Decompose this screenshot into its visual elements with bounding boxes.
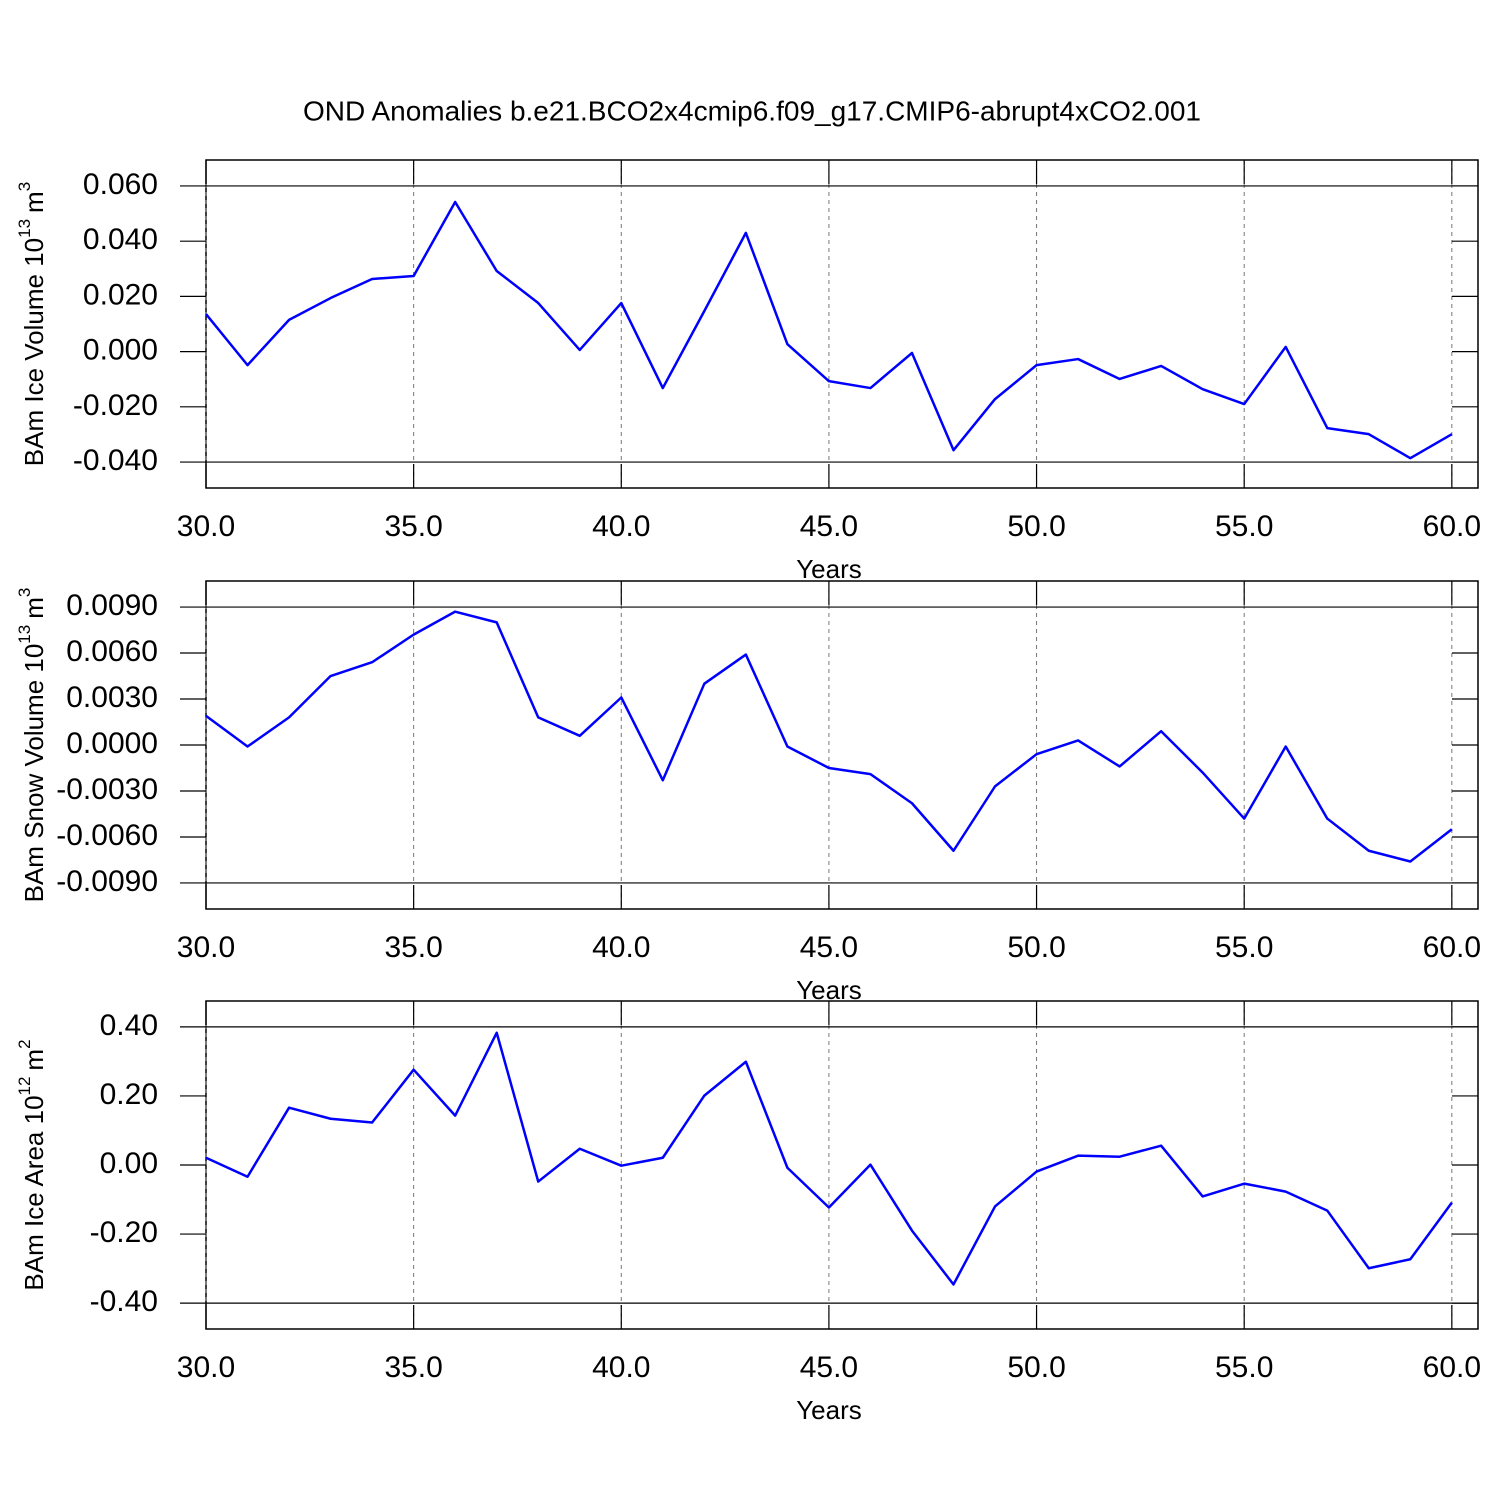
y-axis-label-part: m [19, 597, 49, 619]
x-tick-label: 55.0 [1215, 1351, 1273, 1384]
y-axis-label-part: m [19, 191, 49, 213]
x-tick-label: 45.0 [800, 510, 858, 543]
y-axis-label: BAm Ice Volume 1013 m3 [15, 182, 48, 466]
x-axis-label: Years [796, 554, 862, 584]
y-tick-label: 0.20 [100, 1078, 158, 1111]
x-tick-label: 35.0 [384, 510, 442, 543]
x-tick-label: 50.0 [1007, 931, 1065, 964]
x-tick-label: 35.0 [384, 1351, 442, 1384]
x-tick-label: 30.0 [177, 1351, 235, 1384]
y-axis-label-part: BAm Snow Volume 10 [19, 644, 49, 903]
x-axis-label: Years [796, 975, 862, 1005]
x-tick-label: 55.0 [1215, 931, 1273, 964]
x-tick-label: 60.0 [1423, 1351, 1481, 1384]
y-tick-label: -0.20 [90, 1216, 158, 1249]
y-tick-label: -0.0090 [56, 865, 158, 898]
data-line [205, 1031, 1453, 1286]
y-axis-label: BAm Ice Area 1012 m2 [15, 1039, 48, 1290]
x-tick-label: 40.0 [592, 1351, 650, 1384]
y-tick-label: 0.0090 [66, 589, 158, 622]
x-tick-label: 60.0 [1423, 510, 1481, 543]
y-tick-label: 0.00 [100, 1147, 158, 1180]
y-axis-label-exponent: 13 [15, 219, 34, 238]
x-tick-label: 30.0 [177, 510, 235, 543]
x-tick-label: 40.0 [592, 510, 650, 543]
y-axis-label-exponent: 3 [15, 588, 34, 597]
y-tick-label: 0.0000 [66, 727, 158, 760]
y-axis-label-exponent: 12 [15, 1077, 34, 1096]
x-tick-label: 35.0 [384, 931, 442, 964]
y-tick-label: 0.000 [83, 334, 158, 367]
y-axis-label-part: BAm Ice Volume 10 [19, 238, 49, 466]
x-tick-label: 45.0 [800, 1351, 858, 1384]
x-tick-label: 50.0 [1007, 1351, 1065, 1384]
y-axis-label-exponent: 2 [15, 1039, 34, 1048]
y-tick-label: 0.060 [83, 168, 158, 201]
plot-frame [205, 159, 1479, 489]
y-tick-label: -0.0030 [56, 773, 158, 806]
figure-title: OND Anomalies b.e21.BCO2x4cmip6.f09_g17.… [303, 95, 1201, 126]
y-axis-label-exponent: 3 [15, 182, 34, 191]
y-tick-label: 0.020 [83, 278, 158, 311]
y-tick-label: 0.0030 [66, 681, 158, 714]
x-tick-label: 30.0 [177, 931, 235, 964]
y-tick-label: 0.040 [83, 223, 158, 256]
y-axis-label-part: m [19, 1049, 49, 1071]
y-axis-label: BAm Snow Volume 1013 m3 [15, 588, 48, 903]
x-tick-label: 50.0 [1007, 510, 1065, 543]
x-tick-label: 60.0 [1423, 931, 1481, 964]
x-axis-label: Years [796, 1395, 862, 1425]
data-line [205, 610, 1453, 863]
y-tick-label: -0.40 [90, 1285, 158, 1318]
y-tick-label: 0.0060 [66, 635, 158, 668]
x-tick-label: 45.0 [800, 931, 858, 964]
y-tick-label: -0.0060 [56, 819, 158, 852]
y-axis-label-part: BAm Ice Area 10 [19, 1095, 49, 1290]
y-axis-label-exponent: 13 [15, 625, 34, 644]
x-tick-label: 55.0 [1215, 510, 1273, 543]
data-line [205, 200, 1453, 460]
x-tick-label: 40.0 [592, 931, 650, 964]
y-tick-label: -0.040 [73, 444, 158, 477]
y-tick-label: -0.020 [73, 389, 158, 422]
plot-frame [205, 580, 1479, 910]
y-tick-label: 0.40 [100, 1009, 158, 1042]
plot-frame [205, 1000, 1479, 1330]
